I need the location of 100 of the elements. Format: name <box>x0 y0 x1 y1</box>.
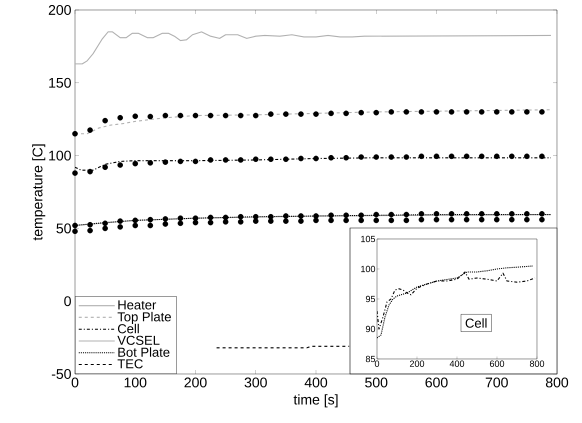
point <box>328 154 334 161</box>
legend-label: TEC <box>118 359 143 368</box>
y-tick-label: 95 <box>366 296 376 302</box>
point <box>162 221 168 227</box>
x-tick-label: 100 <box>124 378 146 388</box>
x-tick-label: 200 <box>184 378 207 388</box>
point <box>252 218 259 224</box>
point <box>358 110 364 116</box>
y-tick-label: 85 <box>366 356 376 362</box>
point <box>464 211 470 217</box>
x-tick-label: 0 <box>72 378 78 388</box>
point <box>448 211 454 217</box>
point <box>509 154 515 160</box>
point <box>268 111 274 117</box>
point <box>343 218 349 224</box>
point <box>539 154 545 160</box>
point <box>87 127 93 133</box>
point <box>418 109 424 115</box>
point <box>102 164 108 170</box>
point <box>494 216 500 222</box>
point <box>238 214 244 220</box>
point <box>343 110 349 116</box>
point <box>404 218 410 224</box>
point <box>72 228 78 234</box>
point <box>509 109 515 115</box>
point <box>404 212 410 218</box>
x-tick-label: 400 <box>304 378 328 388</box>
point <box>373 212 380 218</box>
point <box>117 218 123 224</box>
point <box>343 212 349 218</box>
point <box>524 211 530 217</box>
point <box>208 214 214 220</box>
point <box>358 218 364 224</box>
point <box>178 220 184 226</box>
point <box>87 168 93 174</box>
legend-label: Heater <box>118 300 156 310</box>
x-axis-title: time [s] <box>294 394 338 408</box>
point <box>192 220 198 226</box>
point <box>358 212 364 218</box>
point <box>478 211 484 217</box>
point <box>252 112 259 118</box>
x-tick-label: 800 <box>530 360 544 367</box>
y-tick-label: 50 <box>56 223 71 234</box>
legend-label: Bot Plate <box>118 347 170 357</box>
point <box>222 112 228 118</box>
point <box>418 216 424 222</box>
point <box>208 112 214 118</box>
point <box>343 154 349 161</box>
point <box>373 218 380 224</box>
x-tick-label: 200 <box>410 360 424 367</box>
point <box>148 216 154 222</box>
point <box>434 216 440 222</box>
x-tick-label: 0 <box>374 360 380 367</box>
point <box>208 157 214 163</box>
point <box>238 157 244 163</box>
point <box>328 110 334 116</box>
point <box>298 111 304 117</box>
point <box>162 216 168 222</box>
point <box>448 154 454 160</box>
point <box>298 156 304 162</box>
point <box>373 154 380 160</box>
point <box>72 130 78 137</box>
point <box>117 114 123 121</box>
point <box>478 109 484 115</box>
point <box>132 218 138 224</box>
point <box>539 109 545 115</box>
point <box>162 159 168 165</box>
point <box>132 222 138 228</box>
point <box>494 154 500 160</box>
point <box>148 114 154 120</box>
point <box>102 220 108 226</box>
point <box>373 110 380 116</box>
legend-label: VCSEL <box>117 336 160 345</box>
point <box>539 216 545 222</box>
point <box>448 216 454 222</box>
point <box>494 211 500 217</box>
point <box>464 109 470 115</box>
point <box>283 111 289 117</box>
point <box>222 219 228 225</box>
point <box>102 118 108 124</box>
point <box>208 220 214 226</box>
line-series <box>75 31 552 64</box>
point <box>238 219 244 225</box>
point <box>464 154 470 160</box>
point <box>283 213 289 219</box>
point <box>434 154 440 160</box>
y-axis-title: temperature [C] <box>32 144 46 240</box>
point <box>509 216 515 222</box>
point <box>404 154 410 160</box>
point <box>178 112 184 118</box>
point <box>283 218 289 224</box>
point <box>448 109 454 115</box>
x-tick-label: 600 <box>490 360 504 367</box>
point <box>434 109 440 115</box>
point <box>148 160 154 166</box>
point <box>509 211 515 217</box>
x-tick-label: 700 <box>486 378 508 388</box>
y-tick-label: 90 <box>366 326 376 332</box>
y-tick-label: 0 <box>64 296 71 306</box>
point <box>388 212 394 218</box>
